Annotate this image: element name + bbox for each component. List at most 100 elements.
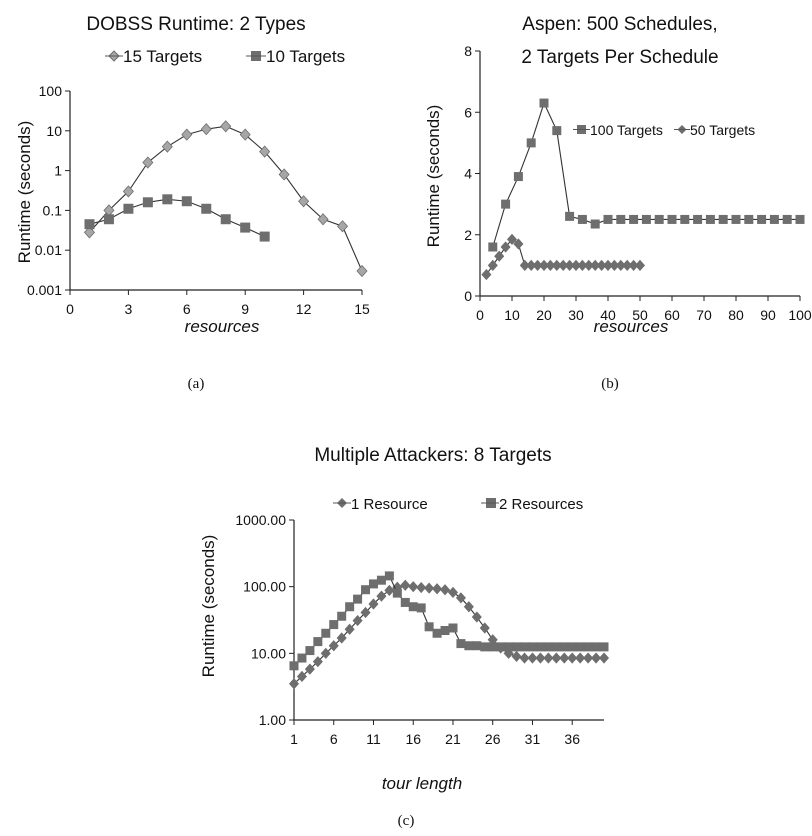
data-point-2-resources	[392, 588, 402, 598]
data-point-50-targets	[634, 259, 646, 271]
data-point-1-resource	[288, 678, 300, 690]
data-point-1-resource	[447, 586, 459, 599]
chart-b-xlabel: resources	[594, 317, 669, 336]
data-point-100-targets	[654, 214, 664, 224]
series-line-10-targets	[89, 198, 265, 238]
data-point-100-targets	[513, 172, 523, 182]
y-tick-label: 10	[46, 123, 62, 139]
data-point-1-resource	[598, 652, 610, 664]
data-point-2-resources	[551, 642, 561, 652]
data-point-1-resource	[463, 601, 474, 613]
data-point-100-targets	[782, 214, 792, 224]
data-point-1-resource	[583, 652, 594, 664]
data-point-15-targets	[298, 195, 310, 208]
data-point-1-resource	[439, 584, 451, 596]
data-point-10-targets	[220, 214, 231, 225]
data-point-1-resource	[575, 652, 586, 664]
data-point-1-resource	[400, 579, 411, 591]
data-point-100-targets	[705, 214, 715, 224]
data-point-10-targets	[181, 196, 192, 207]
data-point-1-resource	[320, 647, 331, 659]
legend-label-10-targets: 10 Targets	[266, 47, 345, 66]
data-point-1-resource	[352, 614, 363, 627]
data-point-1-resource	[551, 652, 562, 664]
data-point-50-targets	[513, 238, 524, 250]
data-point-100-targets	[616, 214, 626, 224]
series-line-15-targets	[89, 125, 363, 272]
data-point-15-targets	[239, 128, 251, 141]
data-point-1-resource	[519, 652, 530, 664]
legend-label-1-resource: 1 Resource	[351, 496, 428, 513]
data-point-2-resources	[599, 642, 609, 652]
legend-label-100-targets: 100 Targets	[590, 122, 663, 138]
data-point-2-resources	[297, 653, 307, 663]
y-tick-label: 0.1	[43, 202, 63, 218]
data-point-1-resource	[304, 663, 315, 675]
y-tick-label: 4	[464, 166, 472, 182]
data-point-100-targets	[718, 214, 728, 224]
y-tick-label: 6	[464, 104, 472, 120]
data-point-100-targets	[603, 214, 613, 224]
data-point-15-targets	[200, 123, 212, 136]
data-point-15-targets	[122, 185, 134, 198]
data-point-15-targets	[336, 220, 349, 233]
data-point-1-resource	[368, 598, 379, 610]
data-point-1-resource	[408, 581, 419, 593]
data-point-2-resources	[345, 602, 355, 612]
y-tick-label: 1.00	[259, 712, 286, 728]
data-point-10-targets	[259, 231, 270, 242]
data-point-2-resources	[448, 623, 458, 633]
x-tick-label: 12	[296, 301, 312, 317]
data-point-100-targets	[629, 214, 639, 224]
data-point-1-resource	[384, 584, 395, 596]
x-tick-label: 30	[568, 307, 584, 323]
y-tick-label: 10.00	[251, 645, 286, 661]
data-point-50-targets	[494, 250, 505, 262]
data-point-100-targets	[731, 214, 741, 224]
x-tick-label: 40	[600, 307, 616, 323]
data-point-10-targets	[123, 203, 134, 214]
y-tick-label: 100	[39, 83, 63, 99]
data-point-2-resources	[313, 637, 323, 647]
data-point-50-targets	[481, 268, 492, 281]
data-point-2-resources	[559, 642, 569, 652]
x-tick-label: 6	[330, 731, 338, 747]
data-point-15-targets	[220, 120, 232, 133]
data-point-100-targets	[539, 98, 549, 108]
x-tick-label: 0	[66, 301, 74, 317]
data-point-100-targets	[565, 211, 575, 221]
x-tick-label: 21	[445, 731, 461, 747]
data-point-2-resources	[567, 642, 577, 652]
data-point-50-targets	[487, 259, 498, 271]
chart-b-caption: (b)	[601, 376, 619, 392]
data-point-100-targets	[552, 126, 562, 136]
y-tick-label: 8	[464, 43, 472, 59]
data-point-1-resource	[591, 652, 602, 664]
data-point-10-targets	[103, 214, 114, 225]
x-tick-label: 60	[664, 307, 680, 323]
chart-c-marks	[288, 571, 610, 690]
y-tick-label: 0	[464, 288, 472, 304]
data-point-2-resources	[575, 642, 585, 652]
data-point-1-resource	[471, 611, 482, 623]
data-point-1-resource	[432, 583, 443, 595]
chart-a-xlabel: resources	[185, 317, 260, 336]
data-point-10-targets	[84, 219, 95, 230]
data-point-2-resources	[535, 642, 545, 652]
chart-c-title: Multiple Attackers: 8 Targets	[314, 445, 551, 466]
data-point-100-targets	[526, 138, 536, 148]
chart-c-ylabel: Runtime (seconds)	[199, 535, 218, 678]
data-point-2-resources	[416, 603, 426, 613]
data-point-2-resources	[520, 642, 530, 652]
chart-c-caption: (c)	[398, 813, 415, 829]
data-point-2-resources	[464, 641, 474, 651]
data-point-15-targets	[356, 264, 368, 278]
data-point-2-resources	[591, 642, 601, 652]
data-point-2-resources	[329, 620, 339, 630]
data-point-1-resource	[296, 670, 307, 683]
x-tick-label: 80	[728, 307, 744, 323]
data-point-100-targets	[795, 214, 805, 224]
y-tick-label: 1	[54, 163, 62, 179]
data-point-15-targets	[142, 156, 154, 169]
